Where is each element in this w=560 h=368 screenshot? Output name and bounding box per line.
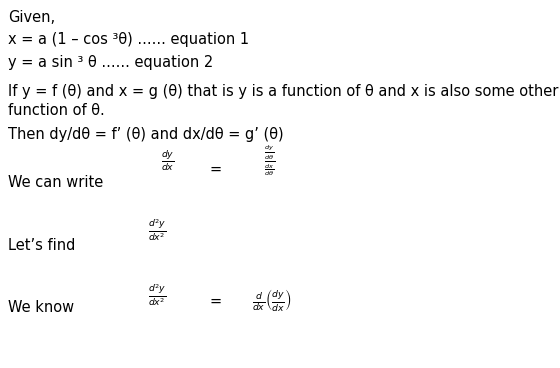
Text: $\frac{d^2y}{dx^2}$: $\frac{d^2y}{dx^2}$ bbox=[148, 282, 166, 308]
Text: If y = f (θ) and x = g (θ) that is y is a function of θ and x is also some other: If y = f (θ) and x = g (θ) that is y is … bbox=[8, 84, 558, 99]
Text: function of θ.: function of θ. bbox=[8, 103, 105, 118]
Text: $=$: $=$ bbox=[207, 293, 223, 308]
Text: $\frac{dy}{dx}$: $\frac{dy}{dx}$ bbox=[161, 149, 175, 173]
Text: $=$: $=$ bbox=[207, 160, 223, 176]
Text: We know: We know bbox=[8, 300, 74, 315]
Text: $\frac{d}{dx}\left(\frac{dy}{dx}\right)$: $\frac{d}{dx}\left(\frac{dy}{dx}\right)$ bbox=[252, 287, 292, 313]
Text: y = a sin ³ θ ...... equation 2: y = a sin ³ θ ...... equation 2 bbox=[8, 55, 213, 70]
Text: Then dy/dθ = f’ (θ) and dx/dθ = g’ (θ): Then dy/dθ = f’ (θ) and dx/dθ = g’ (θ) bbox=[8, 127, 283, 142]
Text: Let’s find: Let’s find bbox=[8, 238, 76, 253]
Text: $\frac{\frac{dy}{d\theta}}{\frac{dx}{d\theta}}$: $\frac{\frac{dy}{d\theta}}{\frac{dx}{d\t… bbox=[264, 144, 276, 178]
Text: $\frac{d^2y}{dx^2}$: $\frac{d^2y}{dx^2}$ bbox=[148, 217, 166, 243]
Text: x = a (1 – cos ³θ) ...... equation 1: x = a (1 – cos ³θ) ...... equation 1 bbox=[8, 32, 249, 47]
Text: We can write: We can write bbox=[8, 175, 103, 190]
Text: Given,: Given, bbox=[8, 10, 55, 25]
